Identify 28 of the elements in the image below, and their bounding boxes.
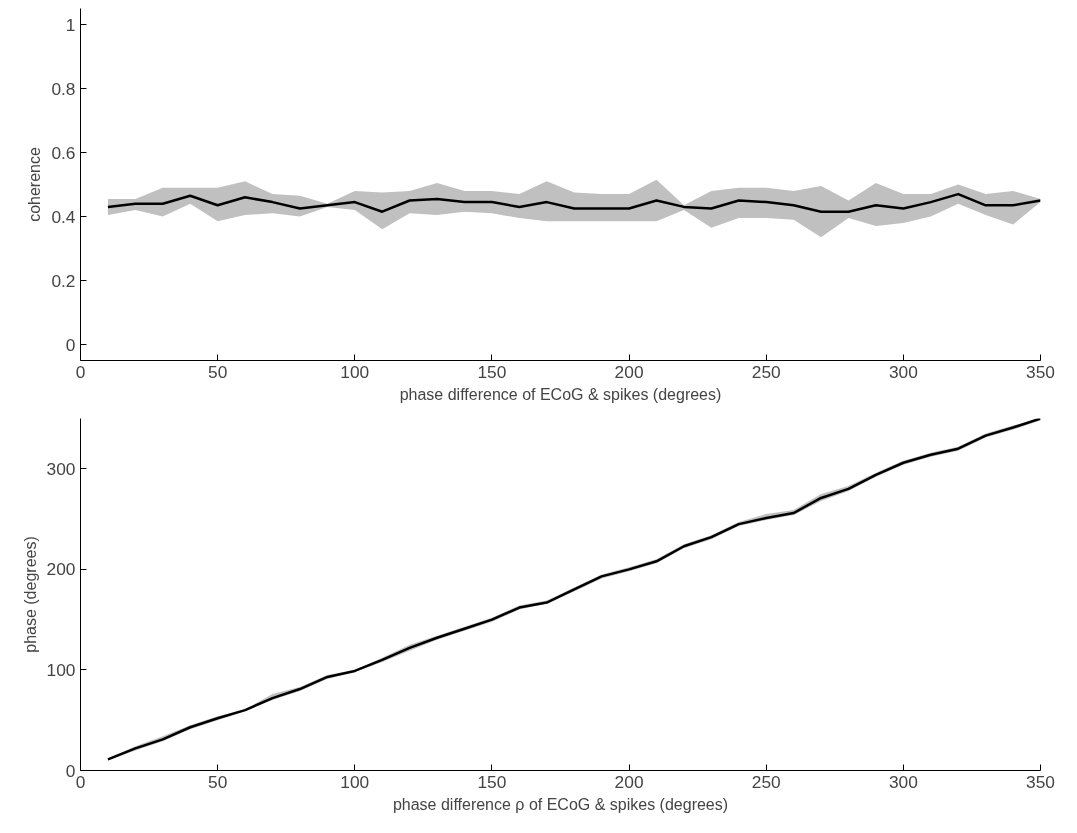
y-axis-title: coherence: [26, 147, 44, 222]
x-tick-label: 100: [340, 361, 370, 382]
x-tick-label: 200: [614, 361, 644, 382]
x-tick-label: 100: [340, 771, 370, 792]
x-tick-label: 350: [1026, 361, 1055, 382]
y-tick-label: 200: [46, 559, 76, 580]
x-tick-label: 150: [477, 361, 507, 382]
x-axis-title: phase difference of ECoG & spikes (degrees): [399, 385, 722, 403]
x-tick-label: 350: [1026, 771, 1055, 792]
x-tick-label: 50: [208, 771, 228, 792]
x-tick-label: 250: [751, 361, 781, 382]
x-tick-label: 300: [888, 361, 918, 382]
y-tick-label: 100: [46, 659, 76, 680]
y-tick-label: 300: [46, 458, 76, 479]
x-tick-label: 250: [751, 771, 781, 792]
x-tick-label: 200: [614, 771, 644, 792]
line-series: [106, 192, 1041, 213]
x-tick-label: 50: [208, 361, 228, 382]
x-tick-label: 300: [888, 771, 918, 792]
y-tick-label: 0.4: [51, 206, 76, 227]
y-tick-label: 0.2: [51, 270, 76, 291]
y-tick-label: 0.6: [51, 142, 76, 163]
y-tick-label: 1: [65, 14, 76, 35]
y-tick-label: 0: [65, 334, 76, 355]
x-tick-label: 150: [477, 771, 507, 792]
x-axis-title: phase difference ρ of ECoG & spikes (degrees): [392, 795, 729, 813]
y-tick-label: 0.8: [51, 78, 76, 99]
y-axis-title: phase (degrees): [21, 536, 39, 653]
